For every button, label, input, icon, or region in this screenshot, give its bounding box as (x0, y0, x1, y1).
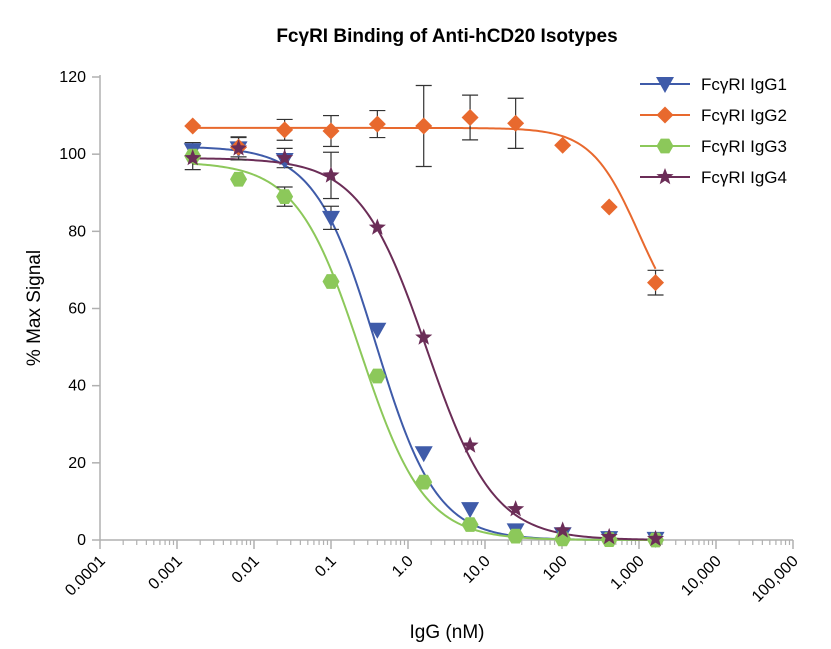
x-tick-label: 0.01 (229, 553, 263, 587)
data-point (229, 139, 248, 156)
legend: FcγRI IgG1 FcγRI IgG2 FcγRI IgG3 FcγRI IgG4 (640, 75, 787, 187)
y-tick-label: 20 (68, 455, 86, 472)
data-point (322, 210, 340, 227)
x-axis-label: IgG (nM) (410, 622, 485, 643)
data-point (322, 122, 340, 140)
data-point (415, 474, 433, 490)
data-point (276, 189, 294, 204)
error-bars (184, 84, 664, 296)
data-point (322, 166, 340, 183)
x-tick-label: 0.1 (312, 553, 340, 581)
legend-marker (656, 138, 674, 154)
data-point (276, 121, 294, 139)
axes: 0 20 40 60 80 100 120 0.0001 0.001 0.01 0.1 1.0 10.0… (59, 69, 802, 606)
data-point (554, 136, 572, 154)
data-point (368, 322, 387, 339)
fit-curve (192, 157, 656, 541)
data-point (184, 149, 202, 166)
data-point (461, 502, 480, 519)
fit-curve (192, 162, 656, 541)
data-point (507, 528, 525, 544)
legend-marker (656, 168, 674, 185)
x-tick-label: 10.0 (460, 553, 494, 587)
x-tick-label: 0.001 (145, 553, 185, 593)
data-markers (183, 109, 665, 548)
data-point (322, 274, 340, 289)
y-tick-label: 40 (68, 378, 86, 395)
data-point (414, 446, 433, 463)
y-tick-label: 80 (68, 223, 86, 240)
data-point (184, 117, 202, 135)
data-point (415, 328, 433, 345)
data-point (461, 436, 479, 453)
data-point (600, 527, 618, 545)
y-tick-label: 120 (59, 69, 86, 86)
data-point (368, 218, 386, 235)
y-axis-label: % Max Signal (24, 250, 45, 366)
data-point (507, 114, 525, 132)
x-tick-label: 100 (540, 553, 571, 584)
chart-title: FcγRI Binding of Anti-hCD20 Isotypes (276, 26, 617, 47)
legend-label: FcγRI IgG1 (701, 75, 787, 94)
legend-marker (656, 106, 674, 124)
data-point (600, 198, 618, 216)
data-point (230, 171, 248, 187)
x-tick-label: 100,000 (749, 553, 802, 606)
data-point (415, 117, 433, 135)
x-tick-label: 1,000 (607, 553, 647, 593)
y-tick-label: 0 (77, 532, 86, 549)
data-point (368, 368, 386, 384)
legend-label: FcγRI IgG2 (701, 106, 787, 125)
x-tick-label: 1.0 (389, 553, 417, 581)
data-point (461, 109, 479, 127)
legend-marker (656, 77, 674, 93)
data-point (461, 517, 479, 532)
x-tick-label: 0.0001 (62, 553, 109, 600)
data-point (646, 529, 665, 547)
data-point (647, 274, 665, 292)
legend-label: FcγRI IgG3 (701, 137, 787, 156)
y-tick-label: 100 (59, 146, 86, 163)
fit-curves (192, 126, 657, 541)
data-point (554, 521, 572, 538)
x-tick-label: 10,000 (678, 553, 725, 600)
data-point (368, 115, 386, 133)
data-point (276, 149, 294, 166)
y-tick-label: 60 (68, 301, 86, 318)
legend-label: FcγRI IgG4 (701, 168, 787, 187)
data-point (507, 500, 525, 517)
